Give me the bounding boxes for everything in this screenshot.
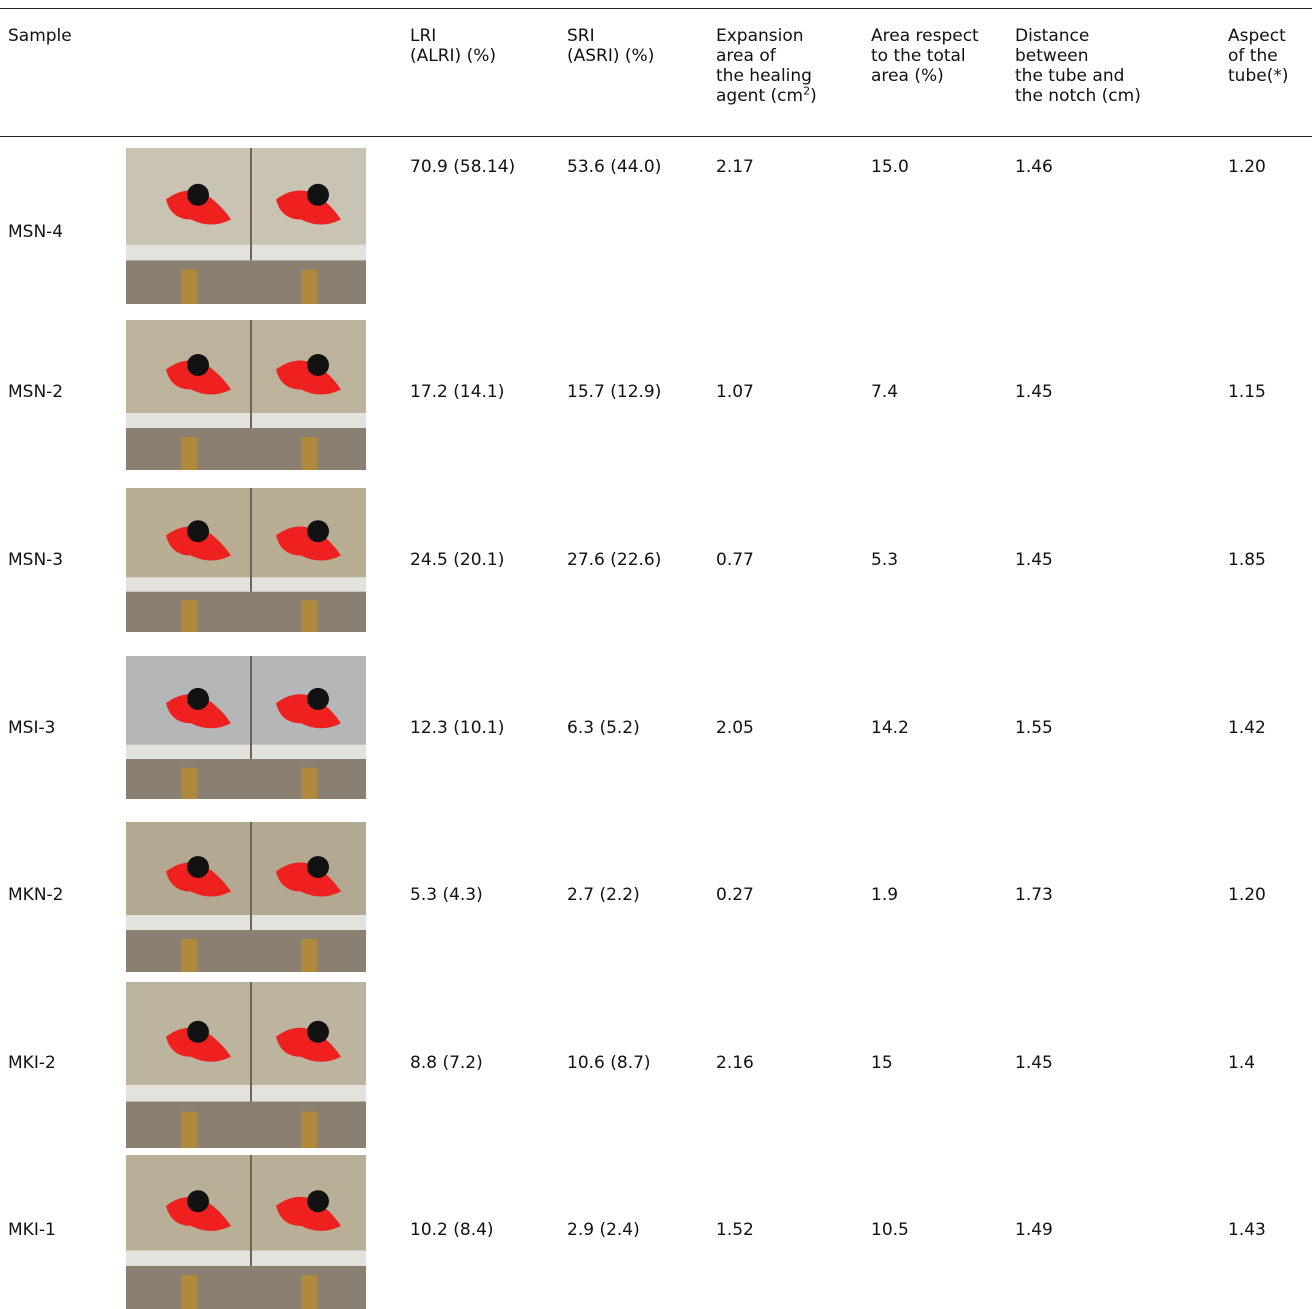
value-cell: 14.2 xyxy=(871,718,909,738)
header-cell: Expansion area of the healing agent (cm2) xyxy=(716,26,817,106)
value-cell: 1.43 xyxy=(1228,1220,1266,1240)
header-line: (ALRI) (%) xyxy=(410,46,497,66)
header-cell: Sample xyxy=(8,26,72,46)
value-cell: 1.15 xyxy=(1228,382,1266,402)
sample-name: MKI-2 xyxy=(8,1053,56,1073)
value-cell: 15.7 (12.9) xyxy=(567,382,662,402)
value-cell: 15 xyxy=(871,1053,893,1073)
value-cell: 70.9 (58.14) xyxy=(410,157,516,177)
value-cell: 1.55 xyxy=(1015,718,1053,738)
header-line: Sample xyxy=(8,26,72,46)
header-tail: ) xyxy=(810,86,817,106)
sample-name: MKI-1 xyxy=(8,1220,56,1240)
header-line: Expansion xyxy=(716,26,804,46)
value-cell: 1.07 xyxy=(716,382,754,402)
sample-name: MSN-4 xyxy=(8,222,64,242)
value-cell: 1.46 xyxy=(1015,157,1053,177)
header-line: of the xyxy=(1228,46,1278,66)
value-cell: 2.9 (2.4) xyxy=(567,1220,640,1240)
value-cell: 2.05 xyxy=(716,718,754,738)
value-cell: 1.49 xyxy=(1015,1220,1053,1240)
header-line: between xyxy=(1015,46,1089,66)
header-line: Aspect xyxy=(1228,26,1286,46)
header-line: to the total xyxy=(871,46,966,66)
header-line: the notch (cm) xyxy=(1015,86,1141,106)
value-cell: 0.77 xyxy=(716,550,754,570)
header-cell: LRI (ALRI) (%) xyxy=(410,26,496,66)
value-cell: 1.52 xyxy=(716,1220,754,1240)
value-cell: 6.3 (5.2) xyxy=(567,718,640,738)
value-cell: 0.27 xyxy=(716,885,754,905)
header-line: the tube and xyxy=(1015,66,1125,86)
value-cell: 1.85 xyxy=(1228,550,1266,570)
value-cell: 53.6 (44.0) xyxy=(567,157,662,177)
value-cell: 1.73 xyxy=(1015,885,1053,905)
header-line: Distance xyxy=(1015,26,1090,46)
specimen-photo xyxy=(126,822,366,972)
value-cell: 1.4 xyxy=(1228,1053,1256,1073)
header-line: tube(*) xyxy=(1228,66,1289,86)
header-line: SRI xyxy=(567,26,595,46)
header-line: Area respect xyxy=(871,26,979,46)
value-cell: 1.45 xyxy=(1015,550,1053,570)
header-line: (ASRI) (%) xyxy=(567,46,655,66)
top-rule xyxy=(0,8,1312,9)
sample-name: MSN-3 xyxy=(8,550,64,570)
value-cell: 1.42 xyxy=(1228,718,1266,738)
specimen-photo xyxy=(126,1155,366,1309)
specimen-photo xyxy=(126,320,366,470)
header-line: the healing xyxy=(716,66,812,86)
value-cell: 12.3 (10.1) xyxy=(410,718,505,738)
value-cell: 15.0 xyxy=(871,157,909,177)
value-cell: 24.5 (20.1) xyxy=(410,550,505,570)
value-cell: 1.9 xyxy=(871,885,899,905)
value-cell: 2.16 xyxy=(716,1053,754,1073)
sample-name: MSI-3 xyxy=(8,718,56,738)
value-cell: 8.8 (7.2) xyxy=(410,1053,483,1073)
header-cell: SRI (ASRI) (%) xyxy=(567,26,654,66)
sample-name: MSN-2 xyxy=(8,382,64,402)
specimen-photo xyxy=(126,656,366,799)
specimen-photo xyxy=(126,488,366,632)
header-line: LRI xyxy=(410,26,437,46)
value-cell: 5.3 xyxy=(871,550,899,570)
value-cell: 2.17 xyxy=(716,157,754,177)
value-cell: 5.3 (4.3) xyxy=(410,885,483,905)
header-rule xyxy=(0,136,1312,137)
header-line: area (%) xyxy=(871,66,944,86)
header-cell: Distance between the tube and the notch (cm… xyxy=(1015,26,1141,106)
value-cell: 10.5 xyxy=(871,1220,909,1240)
value-cell: 10.2 (8.4) xyxy=(410,1220,494,1240)
value-cell: 2.7 (2.2) xyxy=(567,885,640,905)
value-cell: 1.45 xyxy=(1015,1053,1053,1073)
value-cell: 1.20 xyxy=(1228,885,1266,905)
header-cell: Aspect of the tube(*) xyxy=(1228,26,1288,86)
header-line: agent (cm xyxy=(716,86,804,106)
value-cell: 1.20 xyxy=(1228,157,1266,177)
value-cell: 7.4 xyxy=(871,382,899,402)
value-cell: 10.6 (8.7) xyxy=(567,1053,651,1073)
specimen-photo xyxy=(126,982,366,1148)
value-cell: 27.6 (22.6) xyxy=(567,550,662,570)
header-line: area of xyxy=(716,46,776,66)
superscript: 2 xyxy=(803,84,811,98)
specimen-photo xyxy=(126,148,366,304)
value-cell: 17.2 (14.1) xyxy=(410,382,505,402)
header-cell: Area respect to the total area (%) xyxy=(871,26,979,86)
value-cell: 1.45 xyxy=(1015,382,1053,402)
sample-name: MKN-2 xyxy=(8,885,64,905)
